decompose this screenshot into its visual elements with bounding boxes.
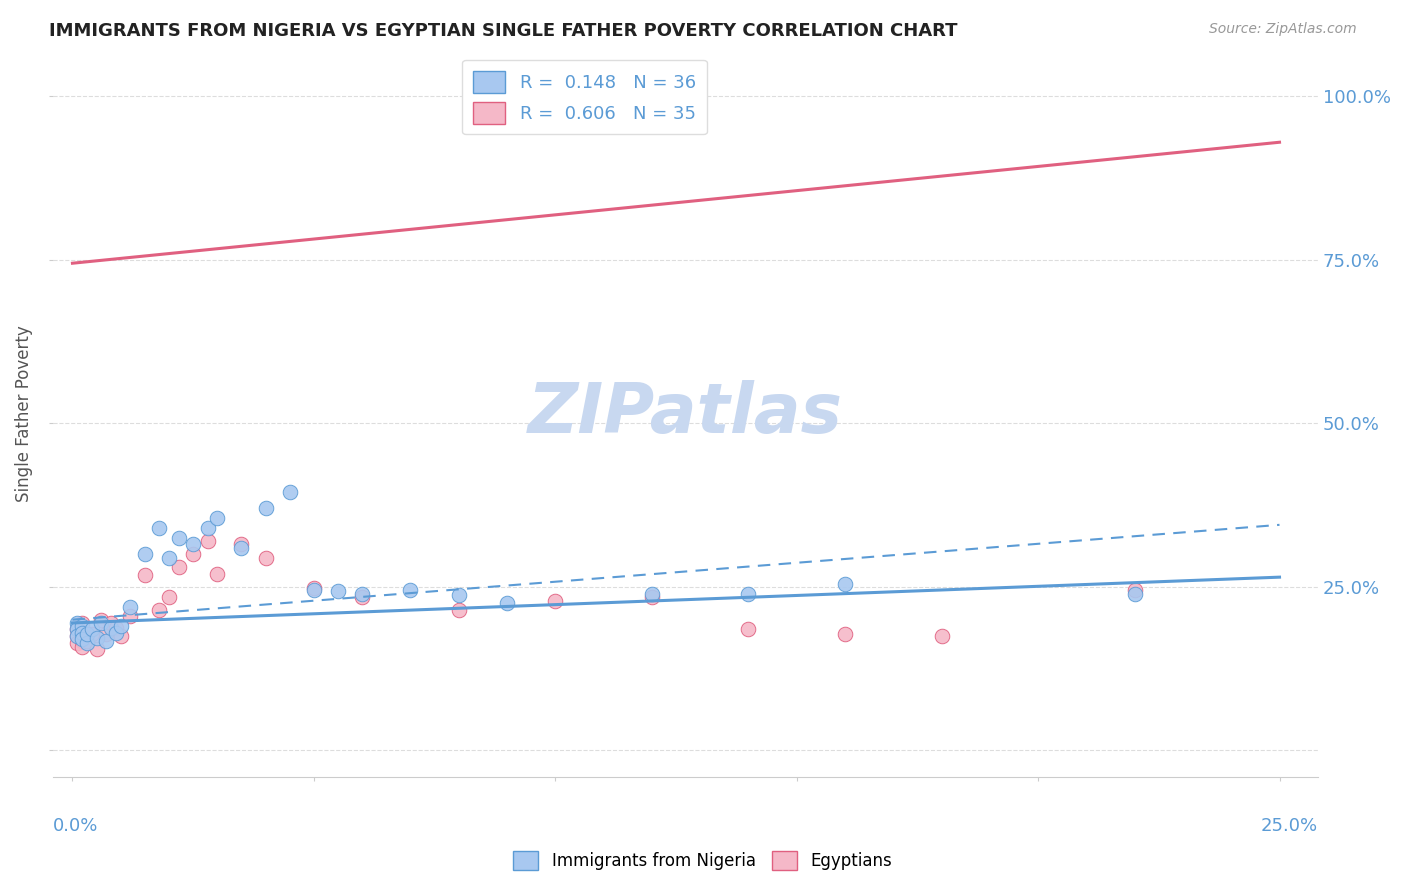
Text: Source: ZipAtlas.com: Source: ZipAtlas.com [1209,22,1357,37]
Point [167,531,190,545]
Point [157,590,180,604]
Point [66,623,89,637]
Legend: Immigrants from Nigeria, Egyptians: Immigrants from Nigeria, Egyptians [506,844,900,877]
Point [157,550,180,565]
Point [207,566,229,581]
Point [931,629,953,643]
Point [110,619,132,633]
Point [96,633,118,648]
Text: 25.0%: 25.0% [1261,816,1319,835]
Point [167,560,190,574]
Point [104,620,127,634]
Point [181,537,204,551]
Point [96,627,118,641]
Point [76,635,98,649]
Point [66,623,89,637]
Point [86,642,108,657]
Point [352,586,374,600]
Point [100,620,122,634]
Point [834,627,856,641]
Point [70,632,93,647]
Point [80,623,103,637]
Point [66,635,89,649]
Point [148,521,170,535]
Point [148,603,170,617]
Point [834,576,856,591]
Point [104,625,127,640]
Text: IMMIGRANTS FROM NIGERIA VS EGYPTIAN SINGLE FATHER POVERTY CORRELATION CHART: IMMIGRANTS FROM NIGERIA VS EGYPTIAN SING… [49,22,957,40]
Point [641,586,664,600]
Point [76,627,98,641]
Point [134,568,156,582]
Text: ZIPatlas: ZIPatlas [529,380,844,447]
Point [70,640,93,654]
Text: 0.0%: 0.0% [53,816,98,835]
Point [66,629,89,643]
Point [197,534,219,549]
Point [76,633,98,648]
Point [447,588,470,602]
Point [496,596,519,610]
Point [447,603,470,617]
Point [1123,586,1146,600]
Point [544,594,567,608]
Legend: R =  0.148   N = 36, R =  0.606   N = 35: R = 0.148 N = 36, R = 0.606 N = 35 [463,60,707,135]
Point [1123,583,1146,598]
Point [207,511,229,525]
Point [352,590,374,604]
Point [76,627,98,641]
Point [100,615,122,630]
Point [641,590,664,604]
Y-axis label: Single Father Poverty: Single Father Poverty [15,326,32,502]
Point [70,633,93,648]
Point [197,521,219,535]
Point [90,613,112,627]
Point [231,537,253,551]
Point [254,550,277,565]
Point [70,619,93,633]
Point [326,583,349,598]
Point [70,625,93,640]
Point [302,583,325,598]
Point [278,485,301,500]
Point [737,623,759,637]
Point [134,547,156,561]
Point [90,615,112,630]
Point [181,547,204,561]
Point [70,615,93,630]
Point [399,583,422,598]
Point [110,629,132,643]
Point [302,581,325,595]
Point [80,627,103,641]
Point [254,501,277,516]
Point [66,615,89,630]
Point [86,631,108,645]
Point [66,629,89,643]
Point [737,586,759,600]
Point [231,541,253,555]
Point [120,609,142,624]
Point [120,599,142,614]
